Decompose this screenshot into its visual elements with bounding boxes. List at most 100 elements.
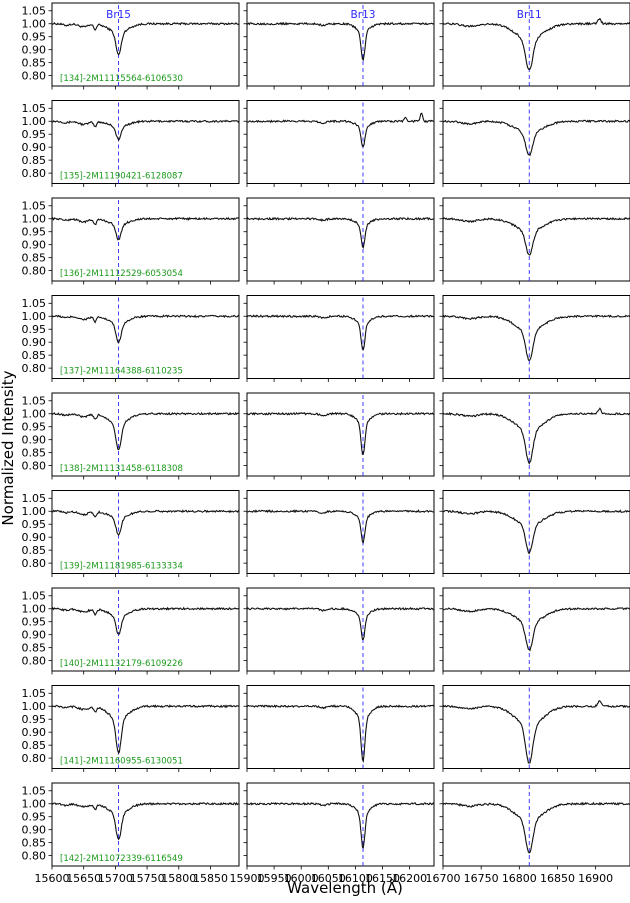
panel-frame [51,197,240,282]
spectrum-row: 1.051.000.950.900.850.80 [137]-2M11164388… [22,295,630,382]
spectrum-panel [439,100,630,187]
star-id-label: [139]-2M11181985-6133334 [60,562,183,572]
panel-frame [442,100,630,184]
spectrum-panel [243,490,435,577]
spectrum-row: 1.051.000.950.900.850.801560015650157001… [22,782,630,885]
y-tick-label: 1.05 [22,102,47,115]
spectrum-panel: 16700 16750 16800 16850 16900 [426,782,630,885]
y-tick-label: 0.90 [22,238,47,251]
panel-frame [246,587,435,672]
y-tick-label: 1.05 [22,590,47,603]
spectrum-line [51,801,240,841]
spectrum-row: 1.051.000.950.900.850.80 [141]-2M11160955… [22,685,630,772]
x-tick-label: 16050 [311,872,346,885]
spectrum-line [442,119,630,157]
x-tick-label: 15850 [193,872,228,885]
spectrum-panel: Br13 [243,2,435,90]
star-id-label: [138]-2M11131458-6118308 [60,464,183,474]
y-tick-label: 0.90 [22,628,47,641]
panel-frame [51,295,240,379]
spectrum-line [246,606,435,640]
panel-frame [51,782,240,867]
spectrum-line [246,112,435,148]
y-tick-label: 0.90 [22,141,47,154]
star-id-label: [134]-2M11115564-6106530 [60,74,183,84]
y-tick-label: 0.90 [22,823,47,836]
panel-frame [442,782,630,867]
panel-frame [442,685,630,769]
y-tick-label: 0.85 [22,641,47,654]
star-id-label: [141]-2M11160955-6130051 [60,757,183,767]
spectrum-panel: 1.051.000.950.900.850.80 [136]-2M11112529… [22,197,240,285]
spectrum-panel [243,197,435,285]
spectrum-panel [439,490,630,577]
panel-frame [246,782,435,867]
y-tick-label: 0.80 [22,362,47,375]
y-tick-label: 1.05 [22,492,47,505]
spectrum-line [51,21,240,56]
panel-frame [246,392,435,477]
spectrum-panel [243,392,435,480]
y-tick-label: 0.90 [22,336,47,349]
x-tick-label: 16100 [338,872,373,885]
x-tick-label: 15700 [98,872,133,885]
y-tick-label: 0.85 [22,446,47,459]
spectrum-panel [439,685,630,772]
spectrum-panel [243,587,435,675]
y-tick-label: 0.80 [22,654,47,667]
star-id-label: [140]-2M11132179-6109226 [60,659,183,669]
spectrum-line [442,700,630,764]
spectrum-row: 1.051.000.950.900.850.80 [138]-2M11131458… [22,392,630,480]
line-name-label: Br13 [351,9,376,21]
spectrum-panel [439,295,630,382]
x-tick-label: 15750 [130,872,165,885]
spectrum-line [246,314,435,351]
y-tick-label: 0.85 [22,56,47,69]
line-name-label: Br15 [106,9,131,21]
y-tick-label: 0.95 [22,226,47,239]
spectrum-row: 1.051.000.950.900.850.80 [136]-2M11112529… [22,197,630,285]
y-tick-label: 0.95 [22,128,47,141]
x-tick-label: 15950 [257,872,292,885]
x-tick-label: 16200 [392,872,427,885]
y-tick-label: 0.80 [22,69,47,82]
y-tick-label: 0.90 [22,726,47,739]
spectrum-panel [243,100,435,187]
spectrum-line [442,17,630,71]
spectrum-panel: 1.051.000.950.900.850.80 [134]-2M11115564… [22,2,240,90]
spectrum-line [246,21,435,62]
x-tick-label: 16000 [284,872,319,885]
panel-frame [246,490,435,574]
x-tick-label: 16700 [426,872,461,885]
y-tick-label: 0.85 [22,739,47,752]
y-tick-label: 0.95 [22,713,47,726]
y-tick-label: 1.05 [22,687,47,700]
y-tick-label: 1.05 [22,200,47,213]
y-tick-label: 0.90 [22,43,47,56]
x-tick-label: 16750 [464,872,499,885]
panel-frame [442,197,630,282]
panel-frame [51,100,240,184]
spectrum-line [51,411,240,451]
spectrum-line [246,411,435,455]
y-tick-label: 0.85 [22,251,47,264]
spectrum-line [51,119,240,142]
star-id-label: [136]-2M11112529-6053054 [60,269,183,279]
panel-frame [246,100,435,184]
y-tick-label: 0.85 [22,154,47,167]
panel-frame [246,2,435,87]
panel-frame [246,295,435,379]
y-tick-label: 0.95 [22,323,47,336]
spectrum-panel: 1.051.000.950.900.850.80 [139]-2M11181985… [22,490,240,577]
x-tick-label: 16800 [502,872,537,885]
spectrum-line [246,802,435,849]
y-tick-label: 1.00 [22,603,47,616]
y-tick-label: 0.85 [22,836,47,849]
spectrum-line [442,407,630,465]
y-tick-label: 0.85 [22,544,47,557]
x-tick-label: 15600 [35,872,70,885]
y-tick-label: 0.80 [22,459,47,472]
y-tick-label: 0.95 [22,811,47,824]
y-tick-label: 1.05 [22,5,47,18]
